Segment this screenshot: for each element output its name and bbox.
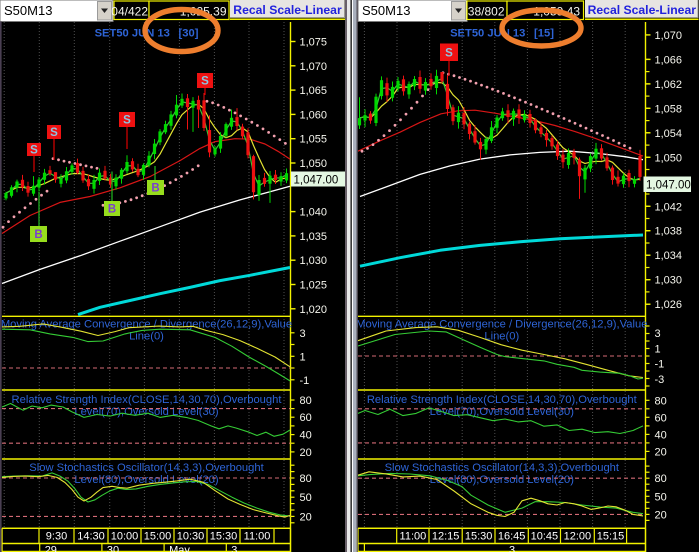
- svg-text:1,050: 1,050: [655, 152, 683, 164]
- svg-text:S50M13: S50M13: [362, 3, 410, 18]
- svg-text:May: May: [169, 545, 190, 552]
- svg-text:S: S: [445, 48, 453, 60]
- svg-text:40: 40: [300, 430, 312, 442]
- svg-text:-3: -3: [655, 374, 665, 386]
- svg-text:80: 80: [655, 473, 667, 485]
- svg-text:Recal Scale-Linear: Recal Scale-Linear: [588, 3, 697, 17]
- svg-text:1,038: 1,038: [655, 226, 683, 238]
- svg-text:1: 1: [655, 343, 661, 355]
- svg-text:30: 30: [107, 545, 119, 552]
- svg-text:14:30: 14:30: [77, 530, 105, 542]
- svg-text:-1: -1: [655, 359, 665, 371]
- svg-text:1: 1: [300, 351, 306, 363]
- svg-text:1,026: 1,026: [655, 299, 683, 311]
- svg-text:15:30: 15:30: [210, 530, 238, 542]
- svg-text:9:30: 9:30: [46, 530, 67, 542]
- svg-text:1,020: 1,020: [300, 304, 328, 316]
- svg-text:1,035: 1,035: [300, 231, 328, 243]
- svg-text:1,040: 1,040: [300, 207, 328, 219]
- svg-text:15:15: 15:15: [597, 530, 625, 542]
- svg-text:1,050: 1,050: [300, 158, 328, 170]
- svg-text:1,070: 1,070: [300, 61, 328, 73]
- svg-text:1,042: 1,042: [655, 201, 683, 213]
- svg-text:20: 20: [655, 509, 667, 521]
- svg-text:Level(80),Oversold Level(20): Level(80),Oversold Level(20): [74, 474, 219, 486]
- svg-text:1,075: 1,075: [300, 37, 328, 49]
- svg-text:Line(0): Line(0): [484, 331, 519, 343]
- svg-text:1,070: 1,070: [655, 30, 683, 42]
- svg-text:1,055: 1,055: [300, 134, 328, 146]
- svg-text:10:30: 10:30: [177, 530, 205, 542]
- svg-text:1,066: 1,066: [655, 54, 683, 66]
- svg-text:S: S: [30, 145, 38, 157]
- svg-text:B: B: [108, 204, 116, 216]
- svg-text:20: 20: [300, 511, 312, 523]
- svg-text:1,034: 1,034: [655, 250, 683, 262]
- svg-text:29: 29: [45, 545, 57, 552]
- svg-text:S: S: [123, 115, 131, 127]
- svg-text:3: 3: [655, 328, 661, 340]
- svg-text:80: 80: [300, 395, 312, 407]
- svg-text:10:00: 10:00: [111, 530, 139, 542]
- svg-text:80: 80: [655, 395, 667, 407]
- svg-text:12:15: 12:15: [432, 530, 460, 542]
- svg-text:3: 3: [300, 328, 306, 340]
- svg-text:Relative Strength Index(CLOSE,: Relative Strength Index(CLOSE,14,30,70),…: [12, 394, 283, 406]
- svg-text:Line(0): Line(0): [129, 331, 164, 343]
- svg-text:S: S: [201, 76, 209, 88]
- svg-text:40: 40: [655, 429, 667, 441]
- svg-text:Relative Strength Index(CLOSE,: Relative Strength Index(CLOSE,14,30,70),…: [367, 394, 638, 406]
- svg-text:50: 50: [655, 491, 667, 503]
- svg-text:Level(70),Oversold Level(30): Level(70),Oversold Level(30): [430, 406, 575, 418]
- svg-text:60: 60: [300, 412, 312, 424]
- svg-text:10:45: 10:45: [531, 530, 559, 542]
- svg-text:50: 50: [300, 492, 312, 504]
- svg-text:1,047.00: 1,047.00: [646, 180, 691, 192]
- svg-text:1,060: 1,060: [300, 109, 328, 121]
- svg-text:Level(80),Oversold Level(20): Level(80),Oversold Level(20): [430, 474, 575, 486]
- svg-text:1,025: 1,025: [300, 280, 328, 292]
- svg-text:Slow Stochastics Oscillator(14: Slow Stochastics Oscillator(14,3,3),Over…: [29, 462, 264, 474]
- svg-text:15:30: 15:30: [465, 530, 493, 542]
- svg-text:3: 3: [509, 545, 515, 552]
- svg-text:16:45: 16:45: [498, 530, 526, 542]
- svg-text:80: 80: [300, 473, 312, 485]
- svg-text:60: 60: [655, 412, 667, 424]
- svg-text:11:00: 11:00: [244, 530, 271, 542]
- svg-text:38/802: 38/802: [468, 4, 505, 18]
- svg-text:Moving Average Convergence / D: Moving Average Convergence / Divergence(…: [1, 319, 292, 331]
- svg-text:-1: -1: [300, 375, 310, 387]
- svg-text:1,062: 1,062: [655, 79, 683, 91]
- svg-text:Recal Scale-Linear: Recal Scale-Linear: [233, 3, 342, 17]
- svg-text:11:00: 11:00: [400, 530, 427, 542]
- svg-text:12:00: 12:00: [564, 530, 592, 542]
- svg-text:1,047.00: 1,047.00: [294, 175, 339, 187]
- svg-text:20: 20: [300, 447, 312, 459]
- svg-text:1,058: 1,058: [655, 103, 683, 115]
- svg-text:B: B: [34, 229, 42, 241]
- svg-text:1,030: 1,030: [655, 275, 683, 287]
- svg-text:15:00: 15:00: [144, 530, 172, 542]
- svg-text:1,030: 1,030: [300, 255, 328, 267]
- svg-text:04/422: 04/422: [111, 4, 148, 18]
- svg-text:B: B: [151, 183, 159, 195]
- svg-text:20: 20: [655, 446, 667, 458]
- svg-text:Moving Average Convergence / D: Moving Average Convergence / Divergence(…: [356, 319, 647, 331]
- svg-text:S: S: [50, 127, 58, 139]
- svg-text:S50M13: S50M13: [4, 3, 52, 18]
- svg-text:3: 3: [231, 545, 237, 552]
- svg-text:Slow Stochastics Oscillator(14: Slow Stochastics Oscillator(14,3,3),Over…: [385, 462, 620, 474]
- svg-text:1,065: 1,065: [300, 85, 328, 97]
- svg-text:1,054: 1,054: [655, 128, 683, 140]
- svg-text:Level(70),Oversold Level(30): Level(70),Oversold Level(30): [74, 406, 219, 418]
